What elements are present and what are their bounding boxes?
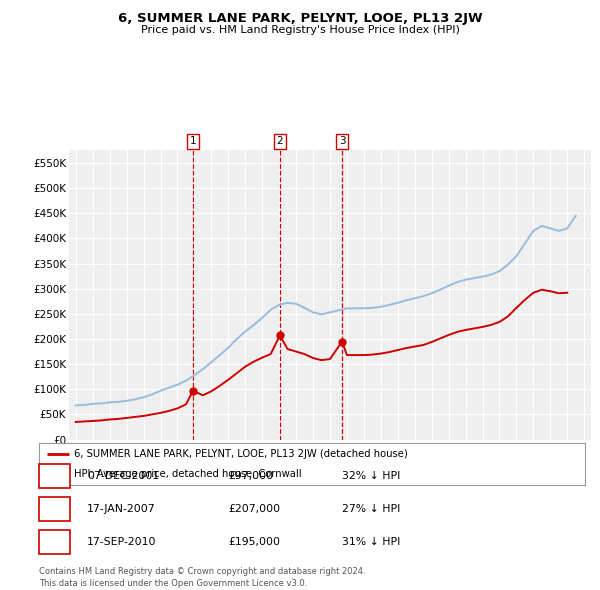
Text: Contains HM Land Registry data © Crown copyright and database right 2024.
This d: Contains HM Land Registry data © Crown c… — [39, 567, 365, 588]
Text: HPI: Average price, detached house, Cornwall: HPI: Average price, detached house, Corn… — [74, 470, 302, 479]
Text: 3: 3 — [339, 136, 346, 146]
Text: £195,000: £195,000 — [228, 537, 280, 547]
Text: 17-JAN-2007: 17-JAN-2007 — [87, 504, 155, 514]
Text: 2: 2 — [277, 136, 283, 146]
Text: 6, SUMMER LANE PARK, PELYNT, LOOE, PL13 2JW: 6, SUMMER LANE PARK, PELYNT, LOOE, PL13 … — [118, 12, 482, 25]
Text: 1: 1 — [190, 136, 196, 146]
Text: Price paid vs. HM Land Registry's House Price Index (HPI): Price paid vs. HM Land Registry's House … — [140, 25, 460, 35]
Text: 27% ↓ HPI: 27% ↓ HPI — [342, 504, 400, 514]
Text: 6, SUMMER LANE PARK, PELYNT, LOOE, PL13 2JW (detached house): 6, SUMMER LANE PARK, PELYNT, LOOE, PL13 … — [74, 450, 408, 460]
Text: 2: 2 — [51, 504, 58, 514]
Text: 1: 1 — [51, 471, 58, 481]
Text: £97,000: £97,000 — [228, 471, 273, 481]
Text: £207,000: £207,000 — [228, 504, 280, 514]
Text: 32% ↓ HPI: 32% ↓ HPI — [342, 471, 400, 481]
Text: 3: 3 — [51, 537, 58, 547]
Text: 31% ↓ HPI: 31% ↓ HPI — [342, 537, 400, 547]
Text: 17-SEP-2010: 17-SEP-2010 — [87, 537, 157, 547]
Text: 07-DEC-2001: 07-DEC-2001 — [87, 471, 159, 481]
